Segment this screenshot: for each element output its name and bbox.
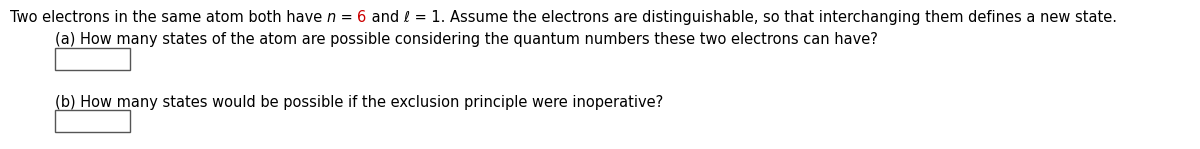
Text: = 1. Assume the electrons are distinguishable, so that interchanging them define: = 1. Assume the electrons are distinguis… (409, 10, 1117, 25)
Text: Two electrons in the same atom both have: Two electrons in the same atom both have (10, 10, 326, 25)
Text: n: n (326, 10, 336, 25)
Text: ℓ: ℓ (403, 10, 409, 25)
Text: (a) How many states of the atom are possible considering the quantum numbers the: (a) How many states of the atom are poss… (55, 32, 878, 47)
Text: and: and (367, 10, 403, 25)
Text: (b) How many states would be possible if the exclusion principle were inoperativ: (b) How many states would be possible if… (55, 95, 664, 110)
Text: =: = (336, 10, 358, 25)
Bar (55, 110, 130, 132)
Bar (55, 48, 130, 70)
Text: 6: 6 (358, 10, 367, 25)
